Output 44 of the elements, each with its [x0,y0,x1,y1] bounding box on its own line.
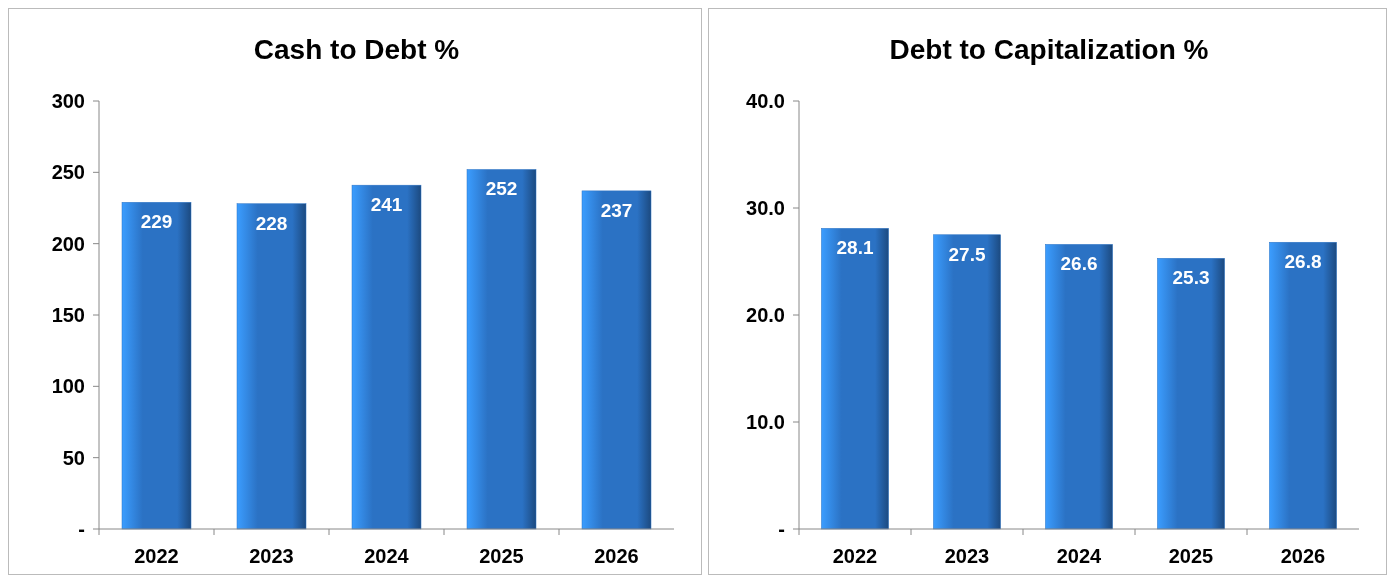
chart-title: Debt to Capitalization % [889,34,1209,65]
y-tick-label: 30.0 [746,197,785,219]
y-tick-label: 10.0 [746,411,785,433]
data-label: 241 [370,194,403,216]
y-tick-label: 150 [51,304,85,326]
data-label: 27.5 [948,243,986,265]
data-label: 26.8 [1284,251,1322,273]
x-tick-label: 2024 [1056,545,1103,567]
bar [351,184,422,530]
y-tick-label: 100 [51,375,85,398]
data-label: 237 [600,199,633,221]
data-label: 28.1 [836,237,874,259]
x-tick-label: 2025 [1168,545,1214,567]
bar [1157,258,1225,530]
bar [1269,241,1337,530]
x-tick-label: 2025 [479,545,524,567]
x-tick-label: 2023 [249,545,294,567]
y-tick-label: 300 [51,90,85,112]
data-label: 252 [485,178,518,200]
y-tick-label: 40.0 [746,90,785,112]
x-tick-label: 2026 [1280,545,1326,567]
y-tick-label: 250 [51,161,85,184]
bar [121,202,192,530]
bar [1045,244,1113,530]
chart-title: Cash to Debt % [253,34,460,65]
y-tick-label: 20.0 [746,304,785,326]
x-tick-label: 2022 [832,545,878,567]
y-tick-label: 200 [51,232,85,255]
bar [933,234,1001,530]
bar [821,228,889,530]
y-tick-label: - [78,518,85,540]
x-tick-label: 2022 [134,545,179,567]
data-label: 25.3 [1172,267,1210,289]
x-tick-label: 2023 [944,545,990,567]
data-label: 229 [140,211,173,233]
x-tick-label: 2024 [364,545,410,567]
bar [466,169,537,530]
bar [236,203,307,530]
y-tick-label: - [778,518,785,540]
bar [581,190,652,530]
x-tick-label: 2026 [594,545,639,567]
data-label: 228 [255,212,288,234]
y-tick-label: 50 [62,446,85,469]
data-label: 26.6 [1060,253,1098,275]
